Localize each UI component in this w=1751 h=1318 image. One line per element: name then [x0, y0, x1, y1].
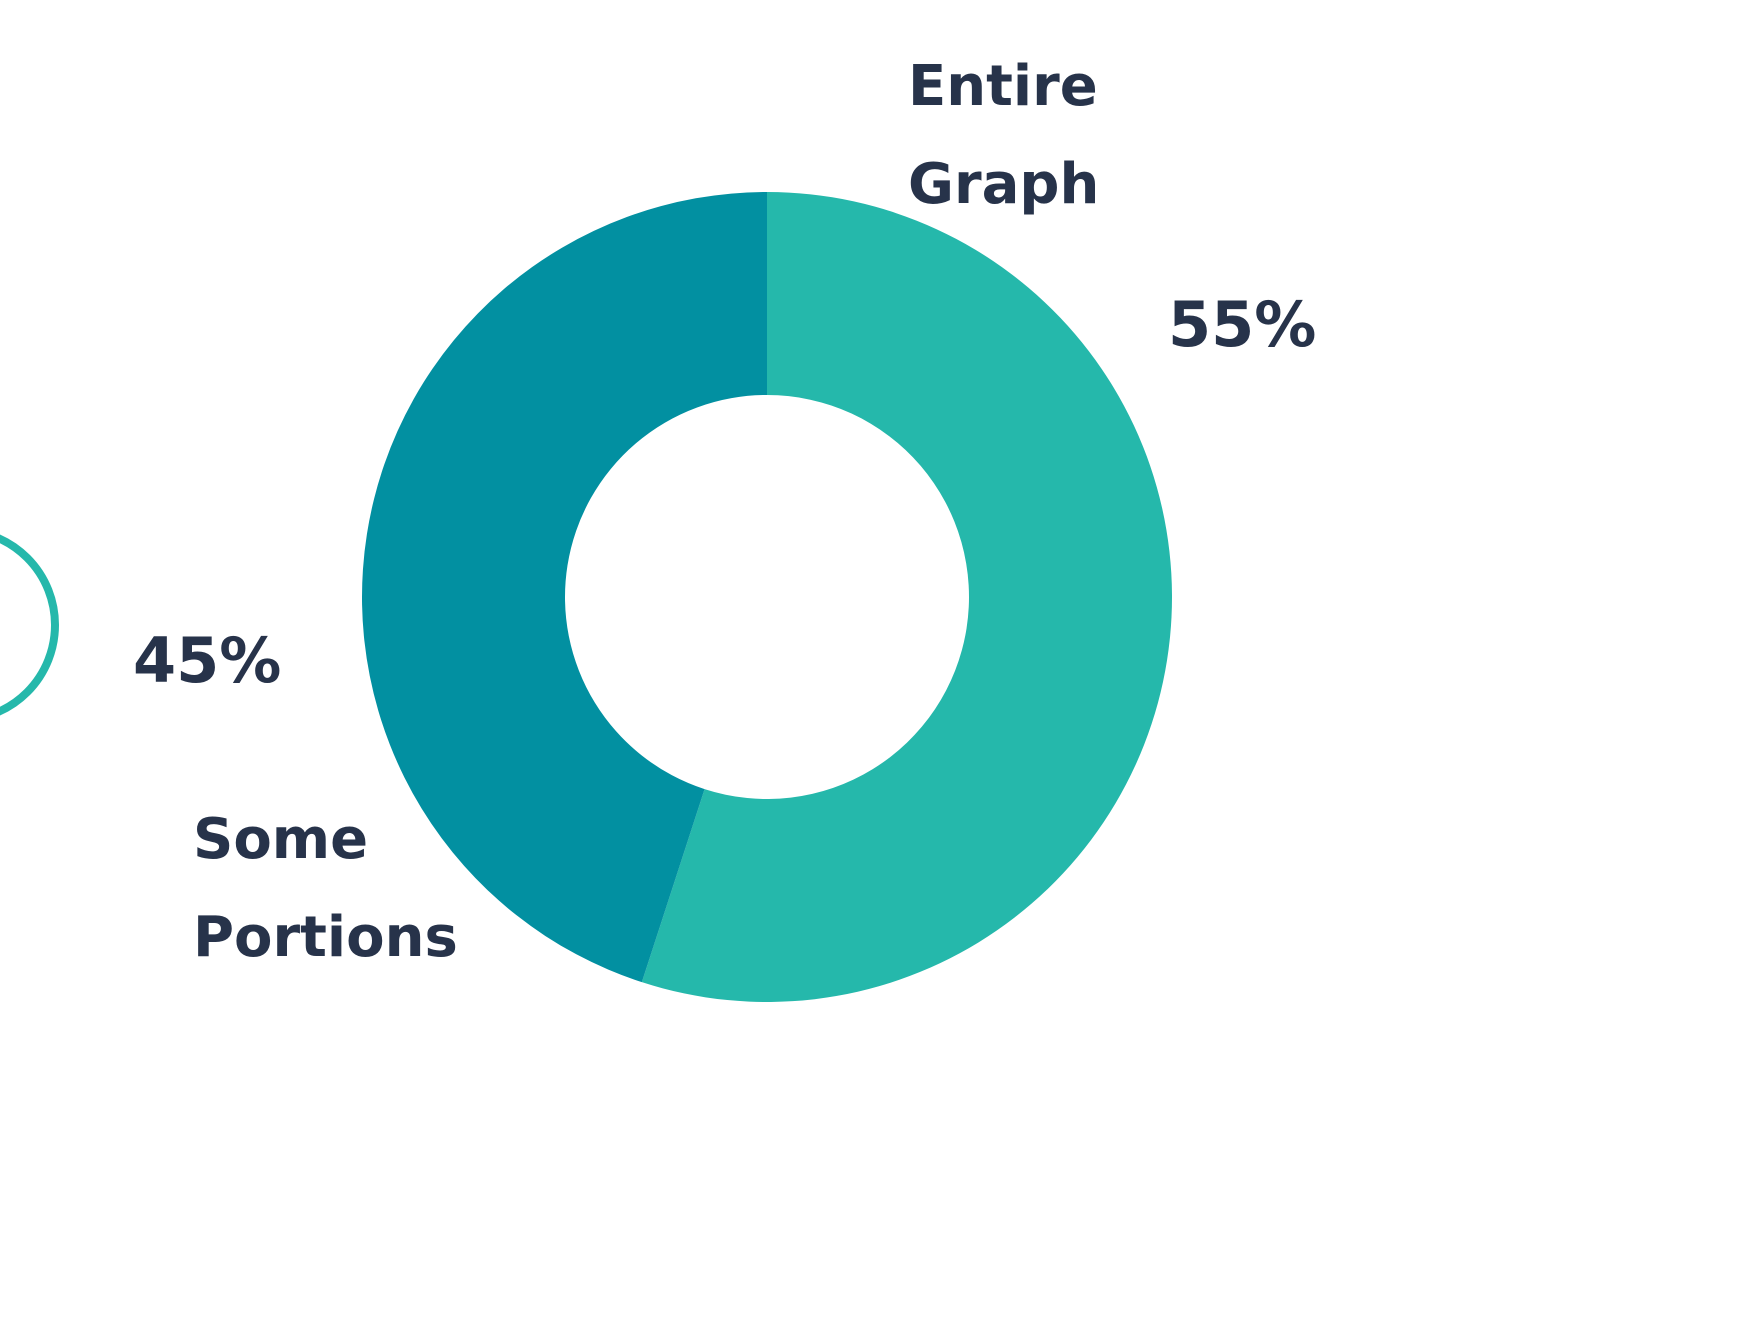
slice-label-entire-graph: Entire Graph	[908, 54, 1100, 217]
partial-ring-edge	[0, 534, 59, 716]
slice-value-some-portions: 45%	[133, 624, 282, 697]
slice-some-portions	[361, 192, 767, 983]
slice-value-entire-graph: 55%	[1168, 288, 1317, 361]
slice-entire-graph	[641, 192, 1172, 1002]
slice-label-some-portions: Some Portions	[193, 807, 458, 970]
donut-slices	[361, 192, 1172, 1002]
